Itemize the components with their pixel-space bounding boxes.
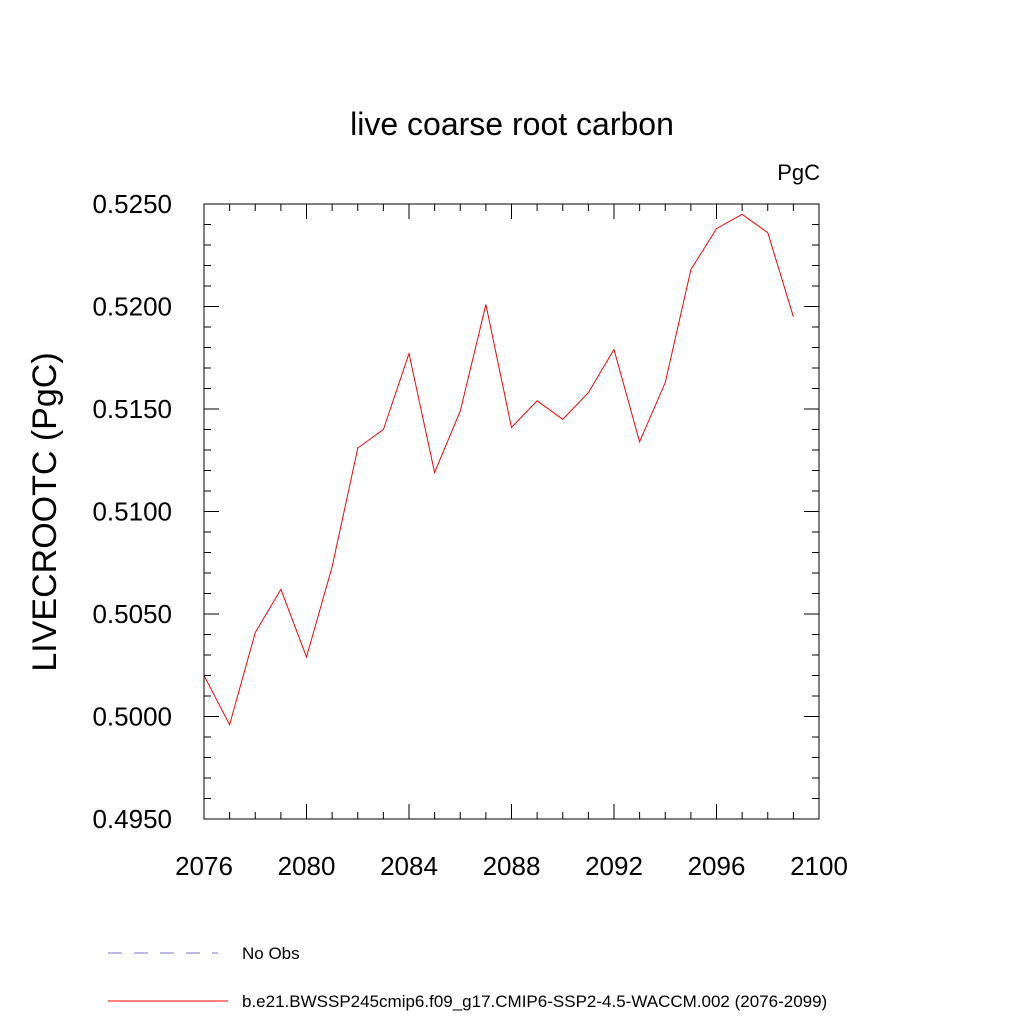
x-tick-label: 2096 <box>688 851 746 881</box>
y-tick-label: 0.5050 <box>92 599 172 629</box>
legend-label-model: b.e21.BWSSP245cmip6.f09_g17.CMIP6-SSP2-4… <box>242 992 827 1011</box>
chart-title: live coarse root carbon <box>350 106 674 142</box>
y-tick-label: 0.5150 <box>92 394 172 424</box>
axis-ticks <box>203 203 820 820</box>
x-tick-label: 2084 <box>380 851 438 881</box>
y-tick-label: 0.5250 <box>92 189 172 219</box>
x-tick-label: 2080 <box>278 851 336 881</box>
series-line-1 <box>203 213 794 727</box>
y-tick-label: 0.4950 <box>92 804 172 834</box>
y-axis-label: LIVECROOTC (PgC) <box>26 352 64 671</box>
plot-frame <box>203 203 820 820</box>
series-lines <box>203 213 794 727</box>
legend-label-no-obs: No Obs <box>242 944 300 963</box>
y-tick-label: 0.5000 <box>92 702 172 732</box>
y-tick-label: 0.5100 <box>92 497 172 527</box>
x-tick-label: 2100 <box>790 851 848 881</box>
x-tick-label: 2076 <box>175 851 233 881</box>
x-tick-label: 2088 <box>483 851 541 881</box>
legend: No Obs b.e21.BWSSP245cmip6.f09_g17.CMIP6… <box>108 944 827 1011</box>
x-tick-label: 2092 <box>585 851 643 881</box>
axis-tick-labels: 2076 2080 2084 2088 2092 2096 2100 0.4950 0.5000… <box>92 189 847 881</box>
y-tick-label: 0.5200 <box>92 292 172 322</box>
units-label: PgC <box>777 160 820 185</box>
